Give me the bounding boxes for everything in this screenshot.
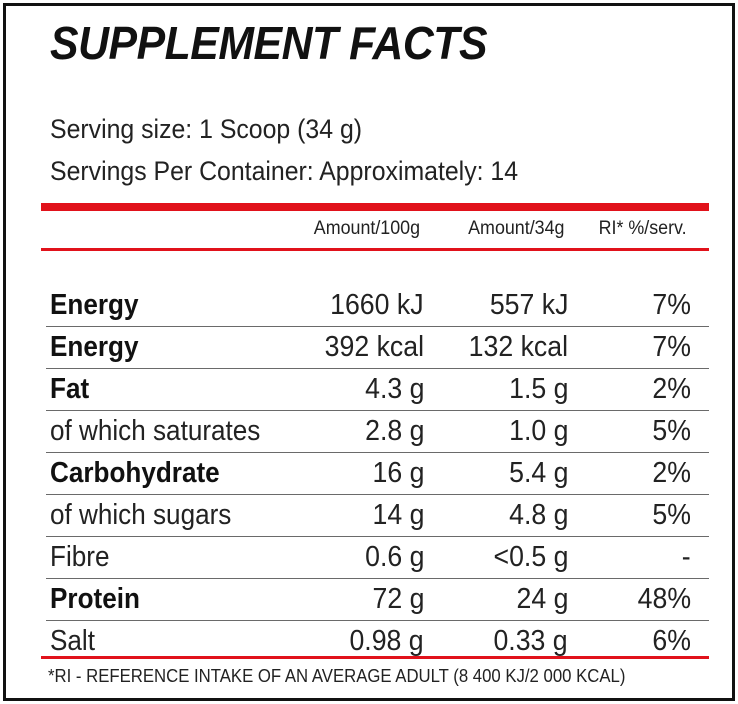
- amount-per-serving: <0.5 g: [493, 541, 568, 573]
- nutrient-name: Fibre: [50, 541, 110, 573]
- amount-per-100g: 72 g: [372, 583, 424, 615]
- ri-percent: 48%: [637, 583, 691, 615]
- amount-per-100g: 0.98 g: [349, 625, 424, 657]
- table-row: of which saturates 2.8 g 1.0 g 5%: [46, 411, 709, 453]
- nutrient-name: Protein: [50, 583, 140, 615]
- table-row: Carbohydrate 16 g 5.4 g 2%: [46, 453, 709, 495]
- amount-per-serving: 557 kJ: [489, 289, 568, 321]
- amount-per-serving: 0.33 g: [493, 625, 568, 657]
- amount-per-serving: 1.0 g: [508, 415, 568, 447]
- nutrient-name: Fat: [50, 373, 90, 405]
- serving-size: Serving size: 1 Scoop (34 g): [50, 114, 363, 144]
- nutrient-name: Energy: [50, 289, 139, 321]
- nutrient-name: of which sugars: [50, 499, 232, 531]
- table-row: Energy 392 kcal 132 kcal 7%: [46, 327, 709, 369]
- footer-rule: [41, 656, 709, 659]
- amount-per-100g: 16 g: [372, 457, 424, 489]
- amount-per-serving: 132 kcal: [468, 331, 568, 363]
- nutrient-name: of which saturates: [50, 415, 261, 447]
- nutrition-table: Energy 1660 kJ 557 kJ 7% Energy 392 kcal 132 k…: [6, 285, 732, 662]
- header-rule-thin: [41, 248, 709, 251]
- ri-percent: 5%: [652, 415, 691, 447]
- column-header-per-100g: Amount/100g: [313, 218, 420, 239]
- amount-per-serving: 1.5 g: [508, 373, 568, 405]
- table-row: Salt 0.98 g 0.33 g 6%: [46, 621, 709, 662]
- amount-per-100g: 4.3 g: [364, 373, 424, 405]
- amount-per-serving: 24 g: [516, 583, 568, 615]
- column-header-ri: RI* %/serv.: [599, 218, 687, 239]
- ri-percent: 2%: [652, 373, 691, 405]
- amount-per-100g: 392 kcal: [324, 331, 424, 363]
- table-row: Protein 72 g 24 g 48%: [46, 579, 709, 621]
- amount-per-100g: 0.6 g: [364, 541, 424, 573]
- nutrient-name: Energy: [50, 331, 139, 363]
- ri-percent: 5%: [652, 499, 691, 531]
- footnote: *RI - REFERENCE INTAKE OF AN AVERAGE ADU…: [48, 666, 626, 686]
- column-header-per-serving: Amount/34g: [467, 218, 564, 239]
- table-row: Energy 1660 kJ 557 kJ 7%: [46, 285, 709, 327]
- amount-per-100g: 14 g: [372, 499, 424, 531]
- amount-per-100g: 2.8 g: [364, 415, 424, 447]
- nutrient-name: Salt: [50, 625, 95, 657]
- amount-per-serving: 5.4 g: [508, 457, 568, 489]
- table-row: of which sugars 14 g 4.8 g 5%: [46, 495, 709, 537]
- nutrient-name: Carbohydrate: [50, 457, 220, 489]
- ri-percent: 6%: [652, 625, 691, 657]
- ri-percent: 2%: [652, 457, 691, 489]
- amount-per-serving: 4.8 g: [508, 499, 568, 531]
- amount-per-100g: 1660 kJ: [330, 289, 424, 321]
- header-rule-thick: [41, 203, 709, 211]
- servings-per-container: Servings Per Container: Approximately: 1…: [50, 156, 519, 186]
- ri-percent: -: [682, 541, 691, 573]
- ri-percent: 7%: [652, 331, 691, 363]
- page-title: SUPPLEMENT FACTS: [50, 17, 488, 69]
- table-row: Fat 4.3 g 1.5 g 2%: [46, 369, 709, 411]
- supplement-facts-panel: SUPPLEMENT FACTS Serving size: 1 Scoop (…: [3, 3, 735, 701]
- table-row: Fibre 0.6 g <0.5 g -: [46, 537, 709, 579]
- ri-percent: 7%: [652, 289, 691, 321]
